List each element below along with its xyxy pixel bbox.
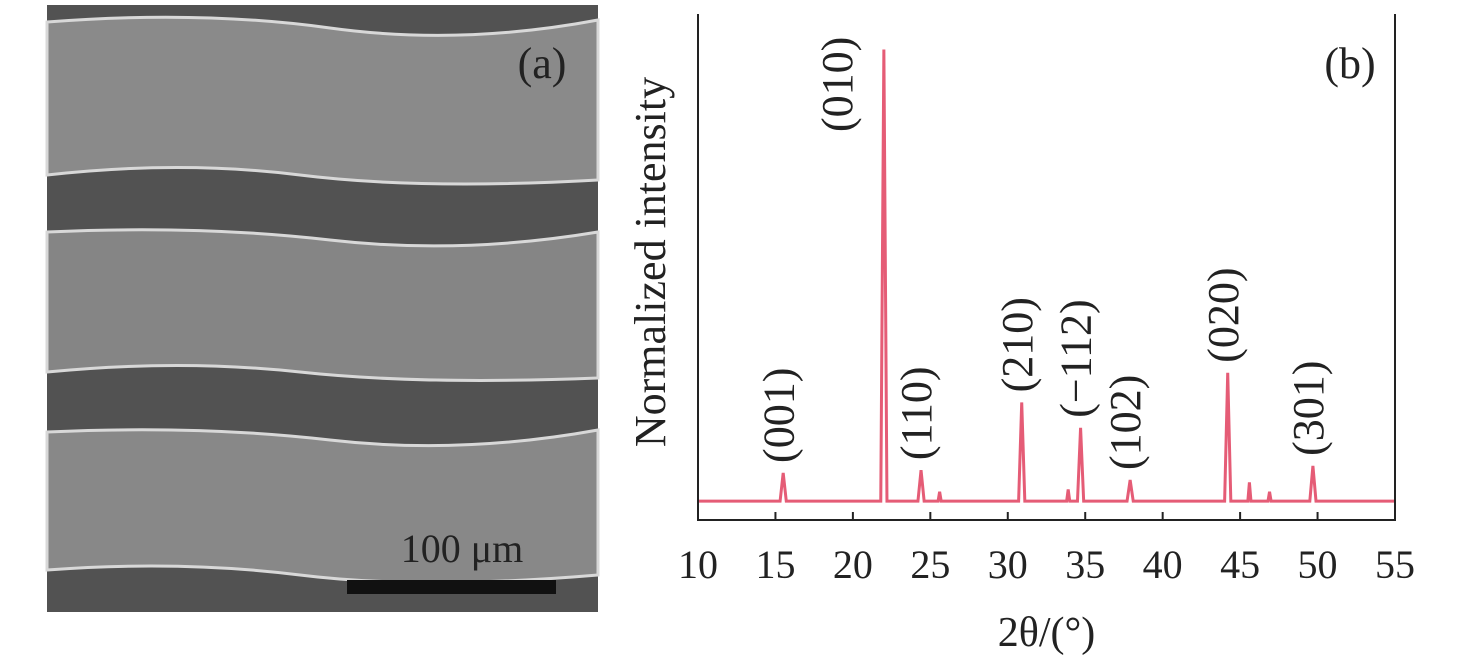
layer (45, 15, 600, 186)
x-tick-label: 10 (678, 542, 718, 587)
x-tick-label: 15 (755, 542, 795, 587)
panel-label: (b) (1324, 39, 1375, 88)
peak-label: (301) (1284, 361, 1333, 456)
peak-label: (001) (754, 368, 803, 463)
axis-frame (697, 14, 1396, 521)
x-tick-label: 40 (1143, 542, 1183, 587)
scale-bar (347, 580, 556, 594)
peak-label: (010) (813, 37, 862, 132)
panel-label: (a) (518, 39, 567, 88)
x-tick-label: 35 (1065, 542, 1105, 587)
x-tick-label: 30 (988, 542, 1028, 587)
peak-label: (102) (1101, 375, 1150, 470)
layer (45, 228, 600, 382)
scale-bar-label: 100 μm (401, 526, 524, 571)
xrd-line (698, 49, 1395, 503)
peak-label: (020) (1199, 267, 1248, 362)
y-axis-label: Normalized intensity (626, 77, 675, 447)
x-axis-label: 2θ/(°) (998, 610, 1096, 656)
x-tick-label: 50 (1298, 542, 1338, 587)
x-tick-label: 55 (1375, 542, 1415, 587)
layer (45, 428, 600, 584)
peak-label: (110) (892, 366, 941, 460)
x-tick-label: 25 (910, 542, 950, 587)
peak-label: (−112) (1052, 299, 1101, 418)
peak-label: (210) (993, 297, 1042, 392)
sem-image: 100 μm (a) (45, 5, 600, 612)
x-tick-label: 45 (1220, 542, 1260, 587)
x-tick-label: 20 (833, 542, 873, 587)
